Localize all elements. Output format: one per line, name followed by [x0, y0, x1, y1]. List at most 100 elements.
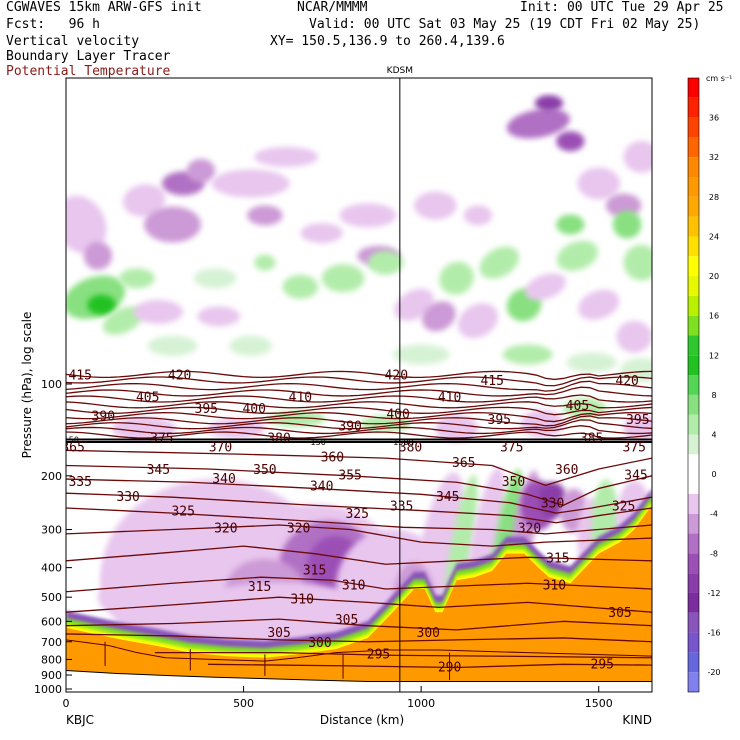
colorbar-band: [688, 315, 699, 336]
w-blob: [119, 268, 155, 289]
theta-label-390: 390: [92, 410, 115, 425]
theta-contour: [66, 576, 652, 593]
theta-contour: [66, 633, 652, 643]
x-axis: 0 500 1000 1500: [63, 686, 613, 710]
theta-label-300: 300: [308, 636, 331, 651]
w-blob: [66, 195, 107, 254]
colorbar-tick--20: -20: [707, 668, 720, 677]
w-blob: [566, 352, 617, 373]
colorbar-tick-24: 24: [709, 232, 719, 241]
theta-label-415: 415: [68, 368, 91, 383]
colorbar-band: [688, 394, 699, 415]
theta-label-325: 325: [171, 505, 194, 520]
inline-label: 150: [311, 438, 326, 447]
y-tick-label-300: 300: [41, 524, 62, 537]
x-tick-label-1500: 1500: [585, 697, 613, 710]
colorbar-band: [688, 533, 699, 554]
terrain-surface-line: [66, 670, 652, 683]
w-blob: [563, 398, 606, 419]
terrain-ground: [66, 670, 652, 689]
colorbar-tick--4: -4: [710, 510, 718, 519]
w-blob: [457, 303, 499, 339]
colorbar-band: [688, 196, 699, 217]
x-left-endpoint: KBJC: [66, 713, 94, 727]
theta-contour: [66, 507, 652, 535]
theta-contour: [66, 394, 652, 403]
w-blob: [556, 131, 585, 152]
colorbar-band: [688, 553, 699, 574]
theta-contour: [208, 663, 652, 669]
theta-label-420: 420: [385, 368, 408, 383]
theta-contour: [66, 545, 652, 565]
theta-label-305: 305: [608, 606, 631, 621]
w-blob: [620, 358, 652, 383]
colorbar-frame: [687, 77, 700, 693]
theta-label-350: 350: [253, 463, 276, 478]
theta-label-305: 305: [267, 626, 290, 641]
theta-contour: [66, 618, 652, 631]
colorbar-band: [688, 216, 699, 237]
w-blob: [367, 250, 404, 275]
theta-label-395: 395: [626, 413, 649, 428]
w-blob: [623, 140, 652, 173]
theta-label-365: 365: [61, 440, 84, 455]
w-blob: [392, 344, 450, 365]
colorbar-tick-36: 36: [709, 114, 719, 123]
w-blob: [321, 264, 365, 293]
potential-temperature-contours: [66, 370, 652, 669]
theta-label-310: 310: [290, 593, 313, 608]
theta-label-315: 315: [303, 563, 326, 578]
theta-label-345: 345: [436, 490, 459, 505]
theta-label-325: 325: [612, 499, 635, 514]
theta-contour: [66, 401, 652, 409]
y-tick-label-800: 800: [41, 653, 62, 666]
header-valid: Valid: 00 UTC Sat 03 May 25 (19 CDT Fri …: [309, 17, 701, 32]
x-tick-label-1000: 1000: [407, 697, 435, 710]
y-tick-label-1000: 1000: [34, 683, 62, 696]
w-blob: [578, 289, 620, 320]
colorbar-band: [688, 434, 699, 455]
theta-label-330: 330: [541, 497, 564, 512]
theta-contour: [66, 449, 652, 487]
colorbar-band: [688, 513, 699, 534]
theta-contour: [66, 415, 652, 427]
y-tick-label-700: 700: [41, 636, 62, 649]
w-blob: [538, 481, 567, 518]
colorbar-band: [688, 97, 699, 118]
colorbar-band: [688, 137, 699, 158]
theta-label-295: 295: [367, 648, 390, 663]
w-blob: [193, 268, 237, 289]
colorbar-band: [688, 78, 699, 98]
w-blob: [502, 344, 553, 365]
theta-contour: [154, 651, 652, 659]
theta-label-380: 380: [267, 432, 290, 447]
theta-label-375: 375: [500, 440, 523, 455]
header-model: CGWAVES 15km ARW-GFS init: [6, 0, 202, 15]
colorbar-tick-4: 4: [711, 431, 716, 440]
colorbar-unit: cm s⁻¹: [706, 74, 732, 83]
theta-label-345: 345: [147, 463, 170, 478]
x-right-endpoint: KIND: [622, 713, 652, 727]
y-axis-title: Pressure (hPa), log scale: [20, 312, 34, 459]
theta-label-335: 335: [68, 475, 91, 490]
colorbar-band: [688, 375, 699, 395]
theta-label-320: 320: [518, 521, 541, 536]
w-blob: [556, 214, 585, 235]
theta-contour: [66, 596, 652, 613]
theta-label-410: 410: [438, 391, 461, 406]
header-field-2: Boundary Layer Tracer: [6, 49, 171, 64]
x-axis-title: Distance (km): [320, 713, 404, 727]
w-blob: [506, 108, 570, 139]
theta-label-320: 320: [287, 521, 310, 536]
colorbar-tick-32: 32: [709, 153, 719, 162]
theta-label-390: 390: [338, 420, 361, 435]
theta-label-420: 420: [615, 374, 638, 389]
w-blob: [133, 299, 184, 324]
w-blob: [122, 184, 166, 217]
w-blob: [254, 254, 276, 271]
colorbar-band: [688, 632, 699, 653]
w-blob: [534, 95, 564, 112]
theta-contour: [66, 524, 652, 547]
y-tick-label-500: 500: [41, 591, 62, 604]
